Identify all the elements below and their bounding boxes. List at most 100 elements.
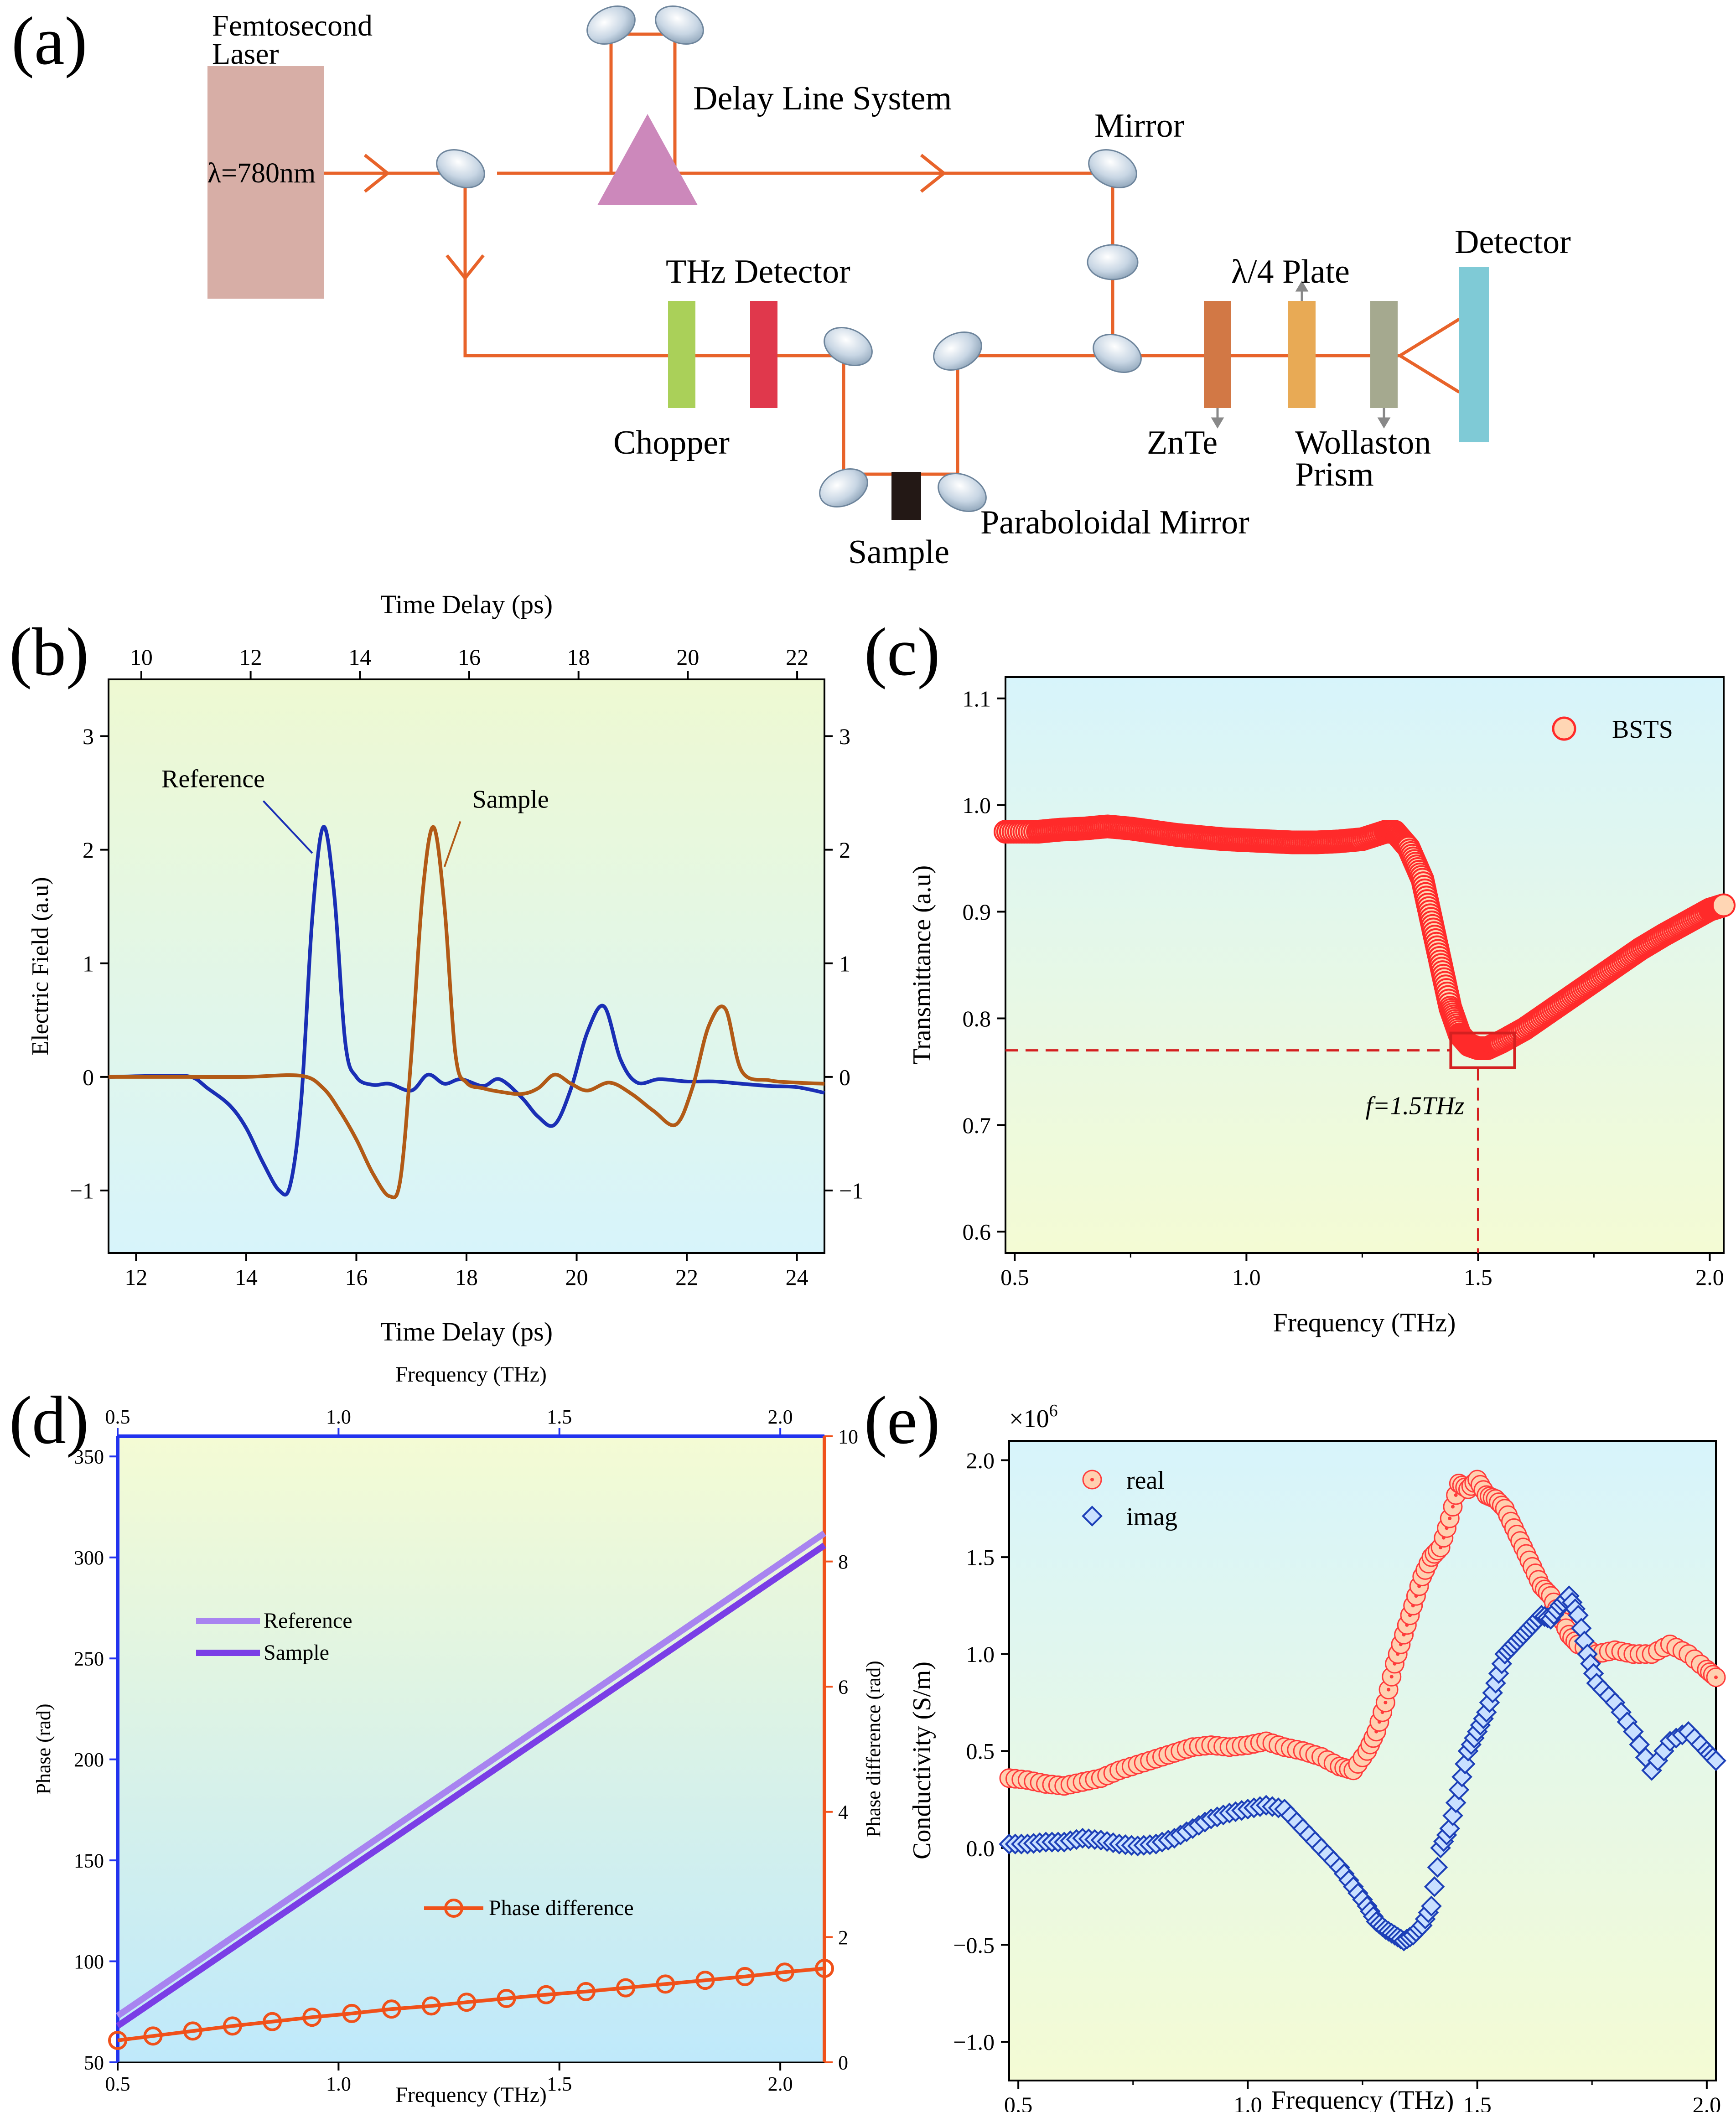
data-point	[223, 2016, 242, 2036]
y2-tick-label: 4	[838, 1801, 848, 1823]
annotation-reference: Reference	[161, 765, 265, 793]
y-tick-label: 150	[74, 1849, 104, 1872]
y-tick-label: 0.9	[963, 899, 991, 925]
marker-dot	[1389, 1675, 1394, 1679]
quarter-plate-label: λ/4 Plate	[1231, 253, 1350, 290]
x-tick-label: 1.0	[1233, 2092, 1262, 2112]
marker-dot	[1384, 1700, 1388, 1704]
legend: Reference Sample Phase difference	[196, 1609, 634, 1920]
data-point	[1421, 1895, 1442, 1917]
x-tick-label: 24	[786, 1264, 808, 1290]
legend-label: Phase difference	[489, 1896, 634, 1920]
x-tick-label: 12	[124, 1264, 147, 1290]
mirror-icon	[1087, 244, 1139, 280]
legend-marker-dot	[1090, 1478, 1094, 1481]
data-point	[1427, 1857, 1448, 1878]
x-tick-label: 1.5	[547, 2073, 572, 2095]
annotation-layer: f=1.5THz BSTS	[1366, 715, 1673, 1120]
y2-tick-label: 1	[839, 951, 850, 976]
panel-a-label: (a)	[11, 3, 87, 79]
mirror-icon	[1088, 149, 1137, 189]
mirror-icon	[436, 149, 485, 189]
y-tick-label: −1.0	[953, 2029, 995, 2055]
paraboloidal-mirror-icon	[824, 326, 873, 367]
y-axis-label: Phase (rad)	[32, 1703, 55, 1794]
mirrors	[436, 5, 1142, 512]
series-line-sample	[109, 825, 825, 1200]
x-tick-label: 20	[565, 1264, 588, 1290]
data-point	[695, 1971, 715, 1990]
chopper-block	[668, 301, 695, 408]
y-tick-label: 0.0	[966, 1835, 995, 1861]
legend-label: Sample	[264, 1641, 329, 1665]
marker-dot	[1448, 1517, 1452, 1521]
panel-c-label: (c)	[864, 614, 940, 690]
y2-tick-label: −1	[839, 1178, 863, 1203]
top-x-axis-label: Frequency (THz)	[395, 1362, 547, 1387]
series-layer	[108, 825, 825, 1200]
data-point	[576, 1982, 596, 2001]
mirror-label: Mirror	[1094, 107, 1184, 145]
legend-label: Reference	[264, 1609, 352, 1633]
y-tick-label: 0.6	[963, 1219, 991, 1245]
quarter-plate-block	[1288, 301, 1316, 408]
y-axis-label: Transmittance (a.u)	[908, 865, 936, 1065]
data-point	[108, 2030, 127, 2050]
y-tick-label: −1	[70, 1178, 94, 1203]
chopper-label: Chopper	[613, 424, 730, 461]
y-tick-label: 1.0	[963, 792, 991, 818]
x-tick-label: 1.5	[1464, 1264, 1492, 1290]
top-x-tick-label: 12	[239, 644, 262, 670]
x-tick-label: 16	[345, 1264, 368, 1290]
annotation-leader	[443, 821, 461, 867]
y-tick-label: 0.7	[963, 1113, 991, 1138]
y-tick-label: 1.1	[963, 686, 991, 711]
mirror-icon	[1093, 333, 1142, 373]
x-axis-label: Time Delay (ps)	[380, 1317, 553, 1346]
delay-line-label: Delay Line System	[693, 80, 952, 117]
x-tick-label: 14	[235, 1264, 258, 1290]
y-tick-label: 2	[83, 837, 94, 863]
annotation-layer: Reference Sample	[161, 765, 549, 867]
plot-area-d	[117, 1435, 825, 2063]
y-tick-label: 300	[74, 1547, 104, 1569]
detector-label: Detector	[1455, 223, 1571, 261]
annotation-sample: Sample	[472, 785, 549, 813]
x-tick-label: 1.5	[1463, 2092, 1492, 2112]
wavelength-label: λ=780nm	[207, 158, 316, 189]
series-line-reference	[116, 1530, 826, 2019]
x-tick-label: 2.0	[768, 2073, 793, 2095]
scale-label: ×106	[1009, 1401, 1058, 1433]
data-point	[815, 1959, 834, 1978]
y-tick-label: 0	[83, 1064, 94, 1090]
panel-d: (d) 0.5 1.0 1.5 2.00.5 1.0 1.5 2.0501001502002…	[9, 1362, 885, 2107]
top-x-tick-label: 10	[130, 644, 153, 670]
wollaston-label-1: Wollaston	[1295, 424, 1431, 461]
y-tick-label: 200	[74, 1749, 104, 1771]
data-point	[457, 1993, 477, 2012]
annotation-label: f=1.5THz	[1366, 1092, 1465, 1120]
top-x-tick-label: 20	[676, 644, 699, 670]
y-axis-label: Conductivity (S/m)	[908, 1662, 936, 1859]
legend-marker	[444, 1899, 463, 1918]
top-x-tick-label: 1.5	[547, 1406, 572, 1428]
y-axis-label: Electric Field (a.u)	[27, 877, 53, 1055]
thz-detector-block	[750, 301, 777, 408]
x-tick-label: 0.5	[1000, 1264, 1029, 1290]
data-point	[735, 1967, 755, 1986]
y-tick-label: 3	[83, 724, 94, 749]
panel-e-label: (e)	[864, 1382, 940, 1458]
thz-detector-label: THz Detector	[666, 253, 850, 290]
panel-c: (c) 0.5 1.0 1.5 2.0 0.6 0.7 0.8 0.9 1.0 1.1 f=1.5…	[864, 614, 1736, 1337]
x-tick-label: 22	[675, 1264, 698, 1290]
panel-a: (a) Femtosecond Laser λ=780nm Delay Line…	[11, 3, 1571, 571]
y2-axis-label: Phase difference (rad)	[862, 1661, 885, 1838]
paraboloidal-mirror-icon	[819, 468, 868, 508]
panel-b-label: (b)	[9, 614, 89, 690]
top-x-tick-label: 0.5	[105, 1406, 130, 1428]
x-tick-label: 2.0	[1693, 2092, 1721, 2112]
top-x-axis-label: Time Delay (ps)	[380, 590, 553, 619]
x-tick-label: 0.5	[105, 2073, 130, 2095]
data-point	[382, 1999, 401, 2019]
data-point	[536, 1985, 556, 2004]
